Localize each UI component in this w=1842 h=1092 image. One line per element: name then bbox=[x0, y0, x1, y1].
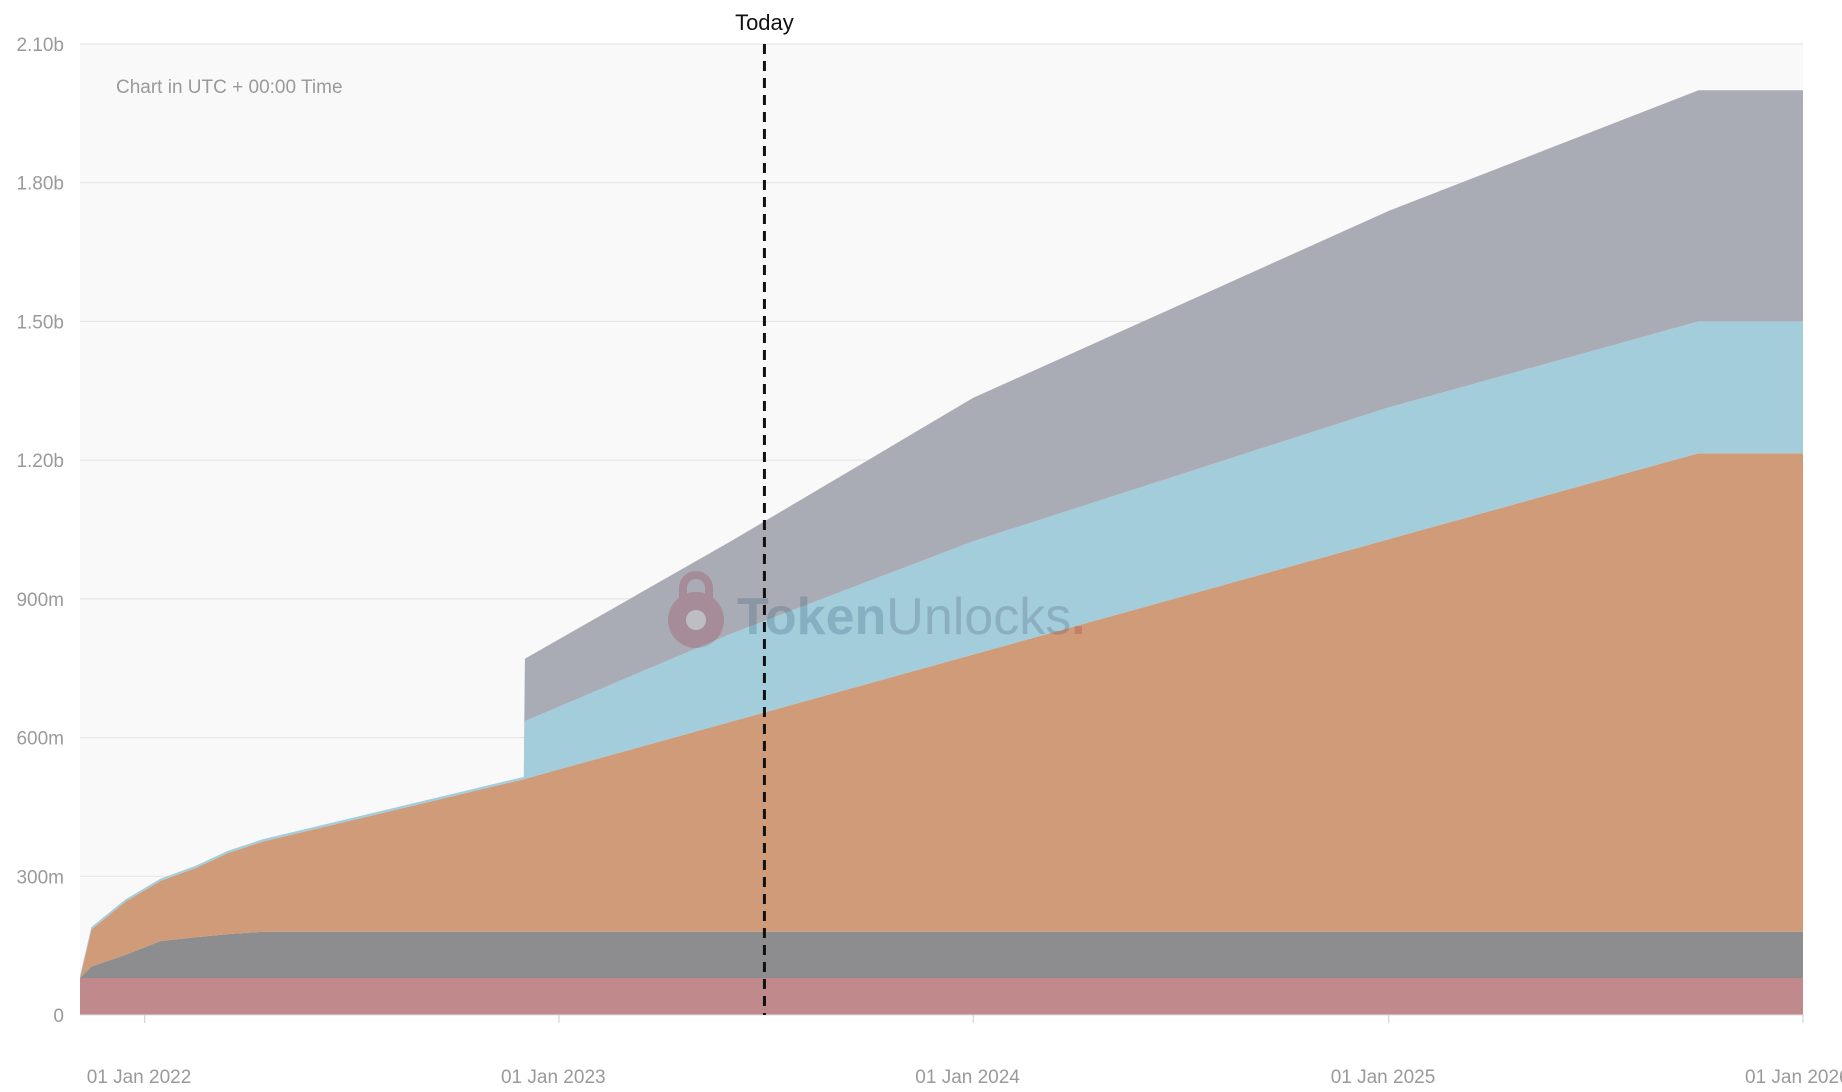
y-tick-label: 300m bbox=[16, 867, 64, 888]
x-tick-label: 01 Jan 2025 bbox=[1331, 1067, 1436, 1088]
svg-text:TokenUnlocks.: TokenUnlocks. bbox=[737, 588, 1086, 646]
token-unlocks-watermark: TokenUnlocks. bbox=[668, 571, 1086, 648]
area-series-4 bbox=[80, 321, 1803, 978]
y-tick-label: 600m bbox=[16, 729, 64, 750]
watermark-unlocks: Unlocks bbox=[886, 588, 1071, 646]
watermark-token: Token bbox=[737, 588, 886, 646]
y-tick-label: 1.50b bbox=[16, 312, 64, 333]
x-axis: 01 Jan 2022 01 Jan 2023 01 Jan 2024 01 Jan … bbox=[87, 1015, 1842, 1088]
timezone-note: Chart in UTC + 00:00 Time bbox=[116, 77, 343, 98]
area-series-2 bbox=[80, 931, 1803, 978]
x-tick-label: 01 Jan 2023 bbox=[501, 1067, 606, 1088]
x-tick-label: 01 Jan 2022 bbox=[87, 1067, 192, 1088]
stacked-areas bbox=[80, 90, 1803, 1015]
y-tick-label: 2.10b bbox=[16, 35, 64, 56]
watermark-dot: . bbox=[1071, 588, 1085, 646]
y-axis: 0 300m 600m 900m 1.20b 1.50b 1.80b 2.10b bbox=[16, 35, 64, 1027]
padlock-icon bbox=[668, 571, 724, 648]
y-tick-label: 1.20b bbox=[16, 451, 64, 472]
y-tick-label: 900m bbox=[16, 590, 64, 611]
area-series-1 bbox=[80, 978, 1803, 1015]
y-tick-label: 1.80b bbox=[16, 174, 64, 195]
y-tick-label: 0 bbox=[53, 1006, 64, 1027]
area-series-3 bbox=[80, 453, 1803, 978]
today-label: Today bbox=[735, 10, 794, 35]
area-series-5 bbox=[80, 90, 1803, 976]
x-tick-label: 01 Jan 2024 bbox=[915, 1067, 1020, 1088]
x-tick-label: 01 Jan 2026 bbox=[1745, 1067, 1842, 1088]
